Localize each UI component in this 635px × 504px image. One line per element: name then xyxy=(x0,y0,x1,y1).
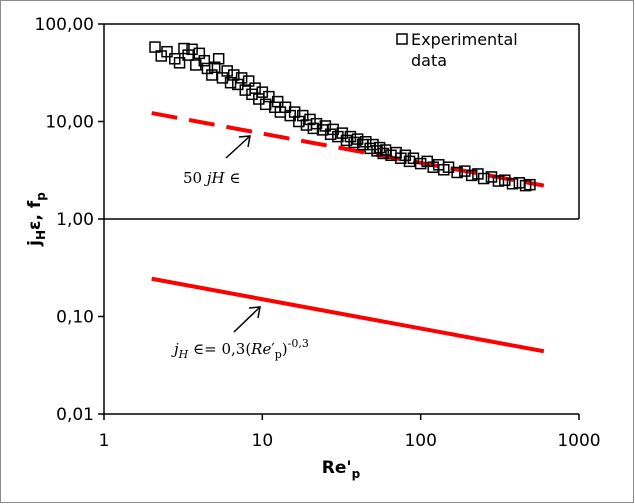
data-point-experimental xyxy=(293,115,305,128)
annotation-formula-arrowhead xyxy=(248,306,261,319)
y-axis-title: jHε, fp xyxy=(25,192,48,247)
data-point-experimental xyxy=(451,166,463,179)
legend-label-line2: data xyxy=(411,51,447,70)
data-point-experimental xyxy=(403,155,416,168)
series-line-solid xyxy=(151,276,545,354)
data-point-experimental xyxy=(249,82,261,94)
x-axis-title: Re'p xyxy=(322,458,361,481)
data-point-experimental xyxy=(348,136,360,149)
x-tick-label: 10 xyxy=(252,431,274,451)
data-point-experimental xyxy=(377,147,389,160)
y-tick-label: 100,00 xyxy=(35,15,94,35)
annotation-dashed-arrow xyxy=(225,135,251,159)
data-point-experimental xyxy=(421,155,433,168)
y-tick-label: 0,10 xyxy=(56,308,94,328)
ticks xyxy=(98,23,580,420)
experimental-markers xyxy=(149,41,536,192)
data-point-experimental xyxy=(492,175,505,187)
data-point-experimental xyxy=(465,169,478,182)
data-point-experimental xyxy=(178,42,190,55)
data-point-experimental xyxy=(367,138,379,151)
y-tick-label: 1,00 xyxy=(56,210,94,230)
data-point-experimental xyxy=(524,178,536,191)
y-tick-label: 0,01 xyxy=(56,405,94,425)
data-point-experimental xyxy=(373,141,386,154)
data-point-experimental xyxy=(371,145,383,157)
tick-labels: 1 10 100 1000 100,00 10,00 1,00 0,10 0,01 xyxy=(35,15,601,451)
annotation-dashed: 50 jH ∈ xyxy=(183,135,251,187)
data-point-experimental xyxy=(304,113,316,126)
data-point-experimental xyxy=(224,76,237,89)
x-tick-label: 1000 xyxy=(557,431,600,451)
data-point-experimental xyxy=(161,45,173,58)
y-tick-label: 10,00 xyxy=(45,113,94,133)
annotation-dashed-arrowhead xyxy=(238,135,251,148)
x-tick-label: 100 xyxy=(404,431,436,451)
data-point-experimental xyxy=(190,59,202,71)
data-point-experimental xyxy=(208,61,221,74)
annotation-dashed-label: 50 jH ∈ xyxy=(183,169,240,187)
data-point-experimental xyxy=(499,174,511,186)
series-line-dashed xyxy=(151,111,545,188)
legend: Experimental data xyxy=(396,30,518,70)
data-point-experimental xyxy=(485,171,498,183)
annotation-formula: jH ∈= 0,3(Re′p)-0,3 xyxy=(171,306,309,361)
data-point-experimental xyxy=(399,149,412,162)
legend-marker xyxy=(396,33,408,45)
data-point-experimental xyxy=(198,54,211,67)
data-point-experimental xyxy=(344,130,357,143)
legend-label-line1: Experimental xyxy=(411,30,518,49)
model-lines xyxy=(151,111,545,354)
data-point-experimental xyxy=(235,72,248,84)
data-point-experimental xyxy=(506,177,519,190)
data-point-experimental xyxy=(340,134,353,147)
data-point-experimental xyxy=(182,49,194,61)
data-point-experimental xyxy=(221,65,233,77)
data-point-experimental xyxy=(259,98,272,111)
data-point-experimental xyxy=(149,41,161,53)
annotation-formula-arrow xyxy=(233,306,261,333)
data-point-experimental xyxy=(186,43,198,56)
data-point-experimental xyxy=(414,157,427,170)
data-point-experimental xyxy=(477,172,490,185)
x-tick-label: 1 xyxy=(99,431,110,451)
data-point-experimental xyxy=(310,117,323,130)
annotation-formula-label: jH ∈= 0,3(Re′p)-0,3 xyxy=(171,337,309,361)
data-point-experimental xyxy=(173,57,186,69)
data-point-experimental xyxy=(242,75,255,87)
data-point-experimental xyxy=(336,127,349,139)
data-point-experimental xyxy=(212,53,225,65)
